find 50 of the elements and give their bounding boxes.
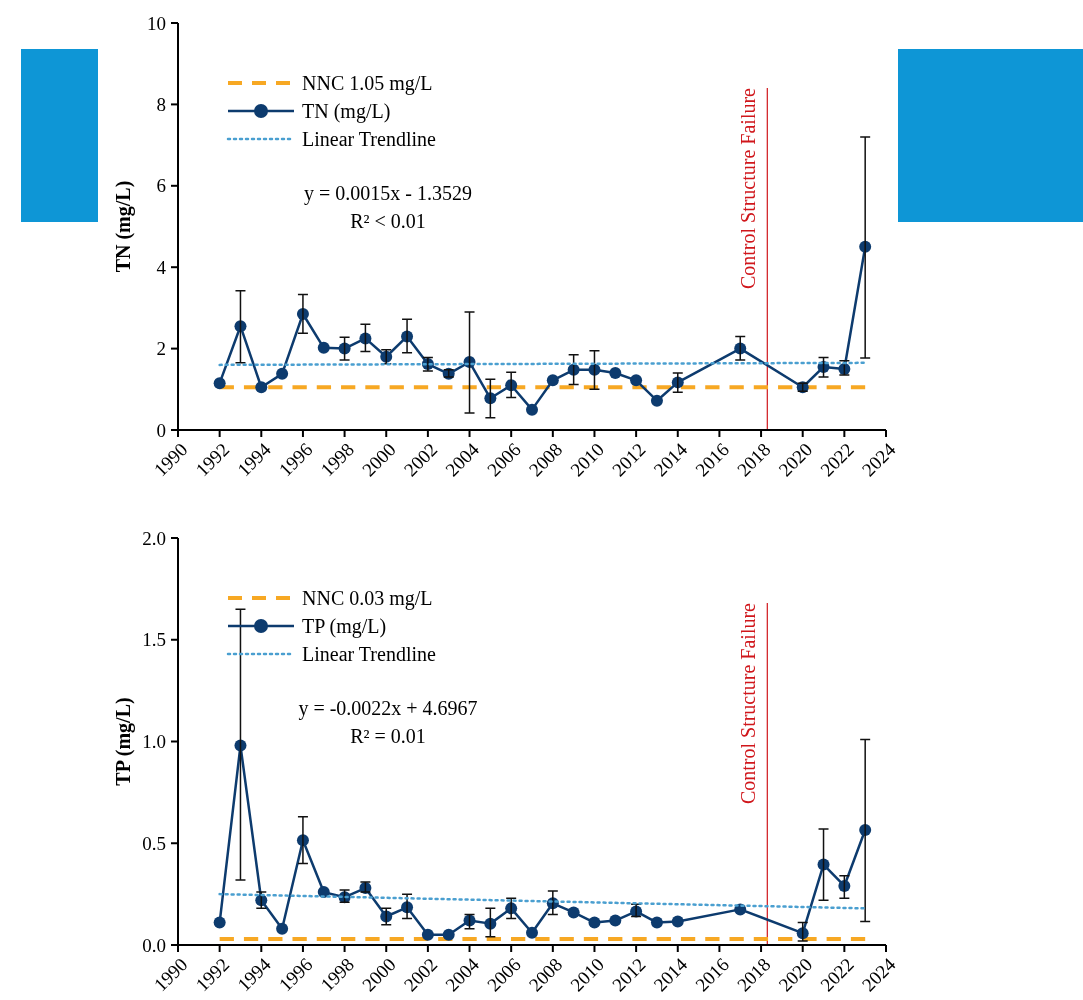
point	[421, 928, 434, 941]
x-tick-label: 1990	[149, 438, 192, 481]
x-tick-label: 1992	[191, 953, 234, 996]
ref-line-label: Control Structure Failure	[737, 602, 760, 805]
point	[276, 922, 289, 935]
annotation: y = -0.0022x + 4.6967	[298, 697, 478, 720]
ref-line-label: Control Structure Failure	[737, 87, 760, 290]
point	[588, 916, 601, 929]
point	[609, 367, 622, 380]
y-tick-label: 6	[156, 175, 166, 197]
point	[317, 341, 330, 354]
x-tick-label: 1990	[149, 953, 192, 996]
point	[650, 916, 663, 929]
point	[442, 928, 455, 941]
point	[671, 915, 684, 928]
y-axis-title: TN (mg/L)	[112, 180, 135, 273]
annotation: y = 0.0015x - 1.3529	[304, 182, 472, 205]
y-tick-label: 0	[156, 419, 166, 441]
y-tick-label: 2.0	[142, 527, 166, 549]
y-tick-label: 1.0	[142, 731, 166, 753]
y-tick-label: 0.0	[142, 934, 166, 956]
point	[526, 403, 538, 416]
point	[630, 374, 643, 387]
legend-label: TP (mg/L)	[302, 615, 387, 638]
point	[546, 374, 559, 387]
point	[276, 367, 289, 380]
y-tick-label: 4	[156, 256, 167, 278]
y-tick-label: 0.5	[142, 832, 166, 854]
y-tick-label: 8	[156, 94, 166, 116]
point	[255, 381, 268, 394]
legend-label: Linear Trendline	[302, 643, 436, 665]
annotation: R² < 0.01	[350, 210, 426, 232]
x-tick-label: 1998	[316, 953, 359, 996]
legend-label: NNC 0.03 mg/L	[302, 587, 433, 610]
x-tick-label: 1998	[316, 438, 359, 481]
y-tick-label: 10	[147, 12, 166, 34]
y-tick-label: 2	[156, 338, 166, 360]
annotation: R² = 0.01	[350, 725, 426, 747]
point	[213, 377, 226, 390]
legend-label: TN (mg/L)	[302, 100, 391, 123]
x-tick-label: 1992	[191, 438, 234, 481]
y-tick-label: 1.5	[142, 629, 166, 651]
point	[567, 906, 580, 919]
point	[650, 394, 663, 407]
y-axis-title: TP (mg/L)	[112, 697, 135, 786]
point	[213, 916, 226, 929]
legend-label: Linear Trendline	[302, 128, 436, 150]
point	[609, 914, 622, 927]
legend-label: NNC 1.05 mg/L	[302, 72, 433, 95]
point	[526, 926, 538, 939]
